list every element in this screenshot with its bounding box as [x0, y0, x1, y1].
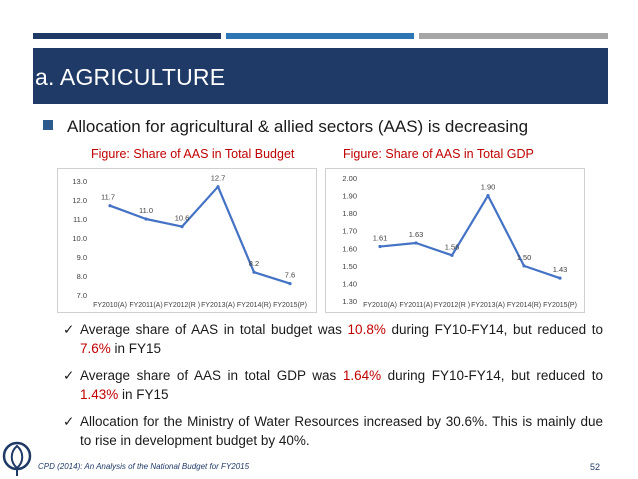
data-point [108, 204, 112, 208]
chart-budget-svg: 13.0 12.0 11.0 10.0 9.0 8.0 7.0 11.7 11.0 10.6 12.… [72, 174, 307, 309]
x-tick-label: FY2010(A) [93, 302, 127, 309]
check-item-budget: ✓ Average share of AAS in total budget wa… [63, 322, 603, 356]
data-point [486, 193, 490, 198]
x-tick-label: FY2012(R ) [164, 302, 200, 309]
data-label: 1.61 [373, 234, 388, 243]
y-tick-label: 1.90 [342, 192, 357, 201]
y-tick-label: 12.0 [72, 196, 87, 205]
y-tick-label: 1.50 [342, 262, 357, 271]
caption-budget: Figure: Share of AAS in Total Budget [91, 147, 295, 161]
y-tick-label: 9.0 [77, 253, 87, 262]
data-label: 12.7 [211, 174, 226, 183]
footer-source: CPD (2014): An Analysis of the National … [38, 462, 250, 471]
top-bar-light [419, 33, 608, 39]
page-number: 52 [590, 462, 601, 472]
y-tick-label: 1.70 [342, 227, 357, 236]
y-tick-label: 10.0 [72, 234, 87, 243]
top-bar-mid [226, 33, 414, 39]
y-tick-label: 1.60 [342, 244, 357, 253]
chart-gdp: 2.00 1.90 1.80 1.70 1.60 1.50 1.40 1.30 1.61 1.63… [325, 168, 585, 313]
data-point [288, 282, 292, 286]
data-point [558, 276, 562, 280]
y-tick-label: 1.30 [342, 297, 357, 306]
x-tick-label: FY2014(R) [507, 302, 541, 309]
data-label: 1.90 [481, 183, 496, 192]
check-icon: ✓ [63, 368, 75, 383]
y-tick-label: 13.0 [72, 177, 87, 186]
data-point [414, 241, 418, 245]
data-label: 11.7 [101, 193, 115, 202]
check-item-gdp: ✓ Average share of AAS in total GDP was 1… [63, 368, 604, 402]
y-tick-label: 1.40 [342, 279, 357, 288]
main-bullet-text: Allocation for agricultural & allied sec… [67, 117, 529, 136]
x-tick-label: FY2011(A) [399, 302, 432, 309]
x-tick-label: FY2011(A) [129, 302, 162, 309]
x-tick-label: FY2013(A) [471, 302, 505, 309]
data-label: 10.6 [175, 214, 190, 223]
x-tick-label: FY2015(P) [543, 302, 577, 309]
y-tick-label: 1.80 [342, 209, 357, 218]
check-icon: ✓ [63, 322, 75, 337]
data-point [252, 270, 256, 274]
series-line [109, 185, 291, 285]
check-icon: ✓ [63, 414, 75, 429]
cpd-logo-icon [2, 441, 32, 476]
data-point [378, 244, 382, 249]
data-point [180, 225, 184, 229]
check-list: ✓ Average share of AAS in total budget wa… [63, 320, 603, 458]
top-bar-dark [33, 33, 221, 39]
data-point [144, 217, 148, 221]
data-label: 8.2 [249, 259, 259, 268]
series-line [379, 194, 561, 280]
data-label: 7.6 [285, 271, 295, 280]
data-label: 1.56 [445, 242, 460, 251]
data-label: 1.43 [553, 265, 568, 274]
data-point [522, 264, 526, 268]
x-tick-label: FY2013(A) [201, 302, 235, 309]
x-tick-label: FY2010(A) [363, 302, 397, 309]
data-point [450, 253, 454, 257]
chart-gdp-svg: 2.00 1.90 1.80 1.70 1.60 1.50 1.40 1.30 1.61 1.63… [342, 174, 577, 309]
data-label: 11.0 [139, 206, 153, 215]
data-point [216, 185, 220, 189]
y-tick-label: 8.0 [77, 272, 87, 281]
main-bullet: Allocation for agricultural & allied sec… [43, 117, 528, 137]
x-tick-label: FY2014(R) [237, 302, 271, 309]
page-title: a. AGRICULTURE [35, 64, 226, 90]
chart-budget: 13.0 12.0 11.0 10.0 9.0 8.0 7.0 11.7 11.0 10.6 12.… [57, 168, 317, 313]
y-tick-label: 7.0 [77, 291, 87, 300]
y-tick-label: 2.00 [342, 174, 357, 183]
y-tick-label: 11.0 [73, 215, 87, 224]
caption-gdp: Figure: Share of AAS in Total GDP [343, 147, 534, 161]
data-label: 1.50 [517, 253, 532, 262]
title-banner [33, 48, 608, 104]
check-item-water: ✓ Allocation for the Ministry of Water Re… [63, 414, 603, 448]
x-tick-label: FY2012(R ) [434, 302, 470, 309]
x-tick-label: FY2015(P) [273, 302, 307, 309]
bullet-square-icon [43, 120, 53, 130]
data-label: 1.63 [409, 230, 424, 239]
